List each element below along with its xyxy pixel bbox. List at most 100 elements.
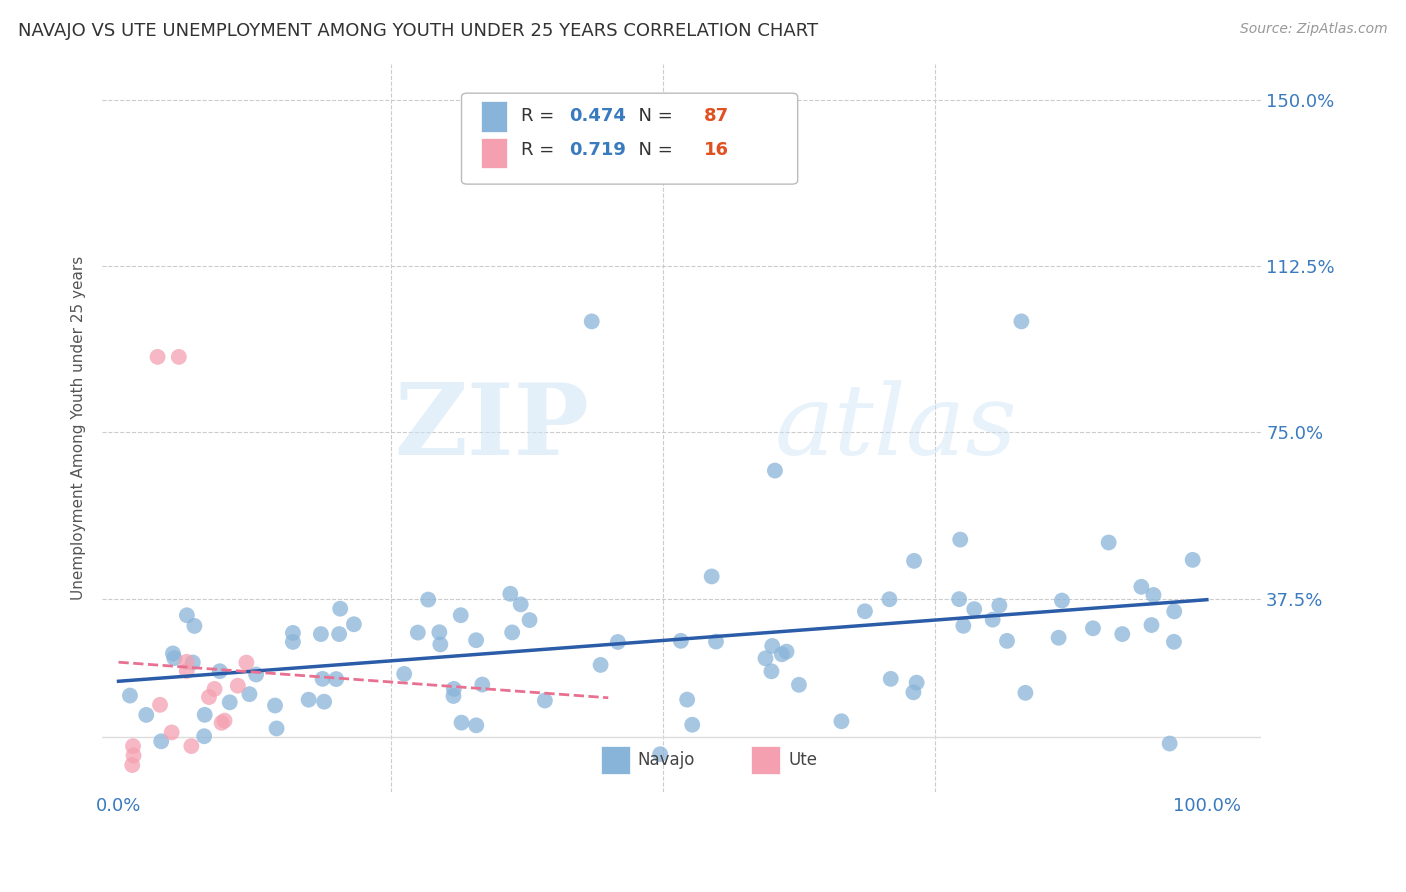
- Point: [122, 739, 145, 753]
- Point: [700, 569, 723, 583]
- Point: [150, 734, 173, 748]
- Point: [264, 698, 287, 713]
- Point: [450, 608, 472, 623]
- Point: [162, 647, 184, 661]
- Point: [1140, 618, 1163, 632]
- Point: [952, 619, 974, 633]
- Point: [343, 617, 366, 632]
- Point: [763, 464, 786, 478]
- Point: [903, 685, 925, 699]
- Point: [180, 739, 202, 753]
- Point: [450, 715, 472, 730]
- Point: [903, 554, 925, 568]
- Point: [770, 648, 793, 662]
- Point: [298, 692, 321, 706]
- Point: [963, 602, 986, 616]
- Point: [149, 698, 172, 712]
- Point: [981, 613, 1004, 627]
- Text: ZIP: ZIP: [394, 379, 589, 476]
- Point: [183, 619, 205, 633]
- Point: [314, 695, 336, 709]
- Text: 0.719: 0.719: [569, 141, 626, 159]
- Text: 0.474: 0.474: [569, 107, 626, 125]
- Point: [418, 592, 440, 607]
- Point: [443, 689, 465, 703]
- Point: [135, 707, 157, 722]
- Point: [181, 656, 204, 670]
- FancyBboxPatch shape: [481, 137, 506, 168]
- Point: [309, 627, 332, 641]
- Point: [406, 625, 429, 640]
- Point: [465, 633, 488, 648]
- Point: [427, 625, 450, 640]
- Point: [443, 681, 465, 696]
- Point: [830, 714, 852, 729]
- Point: [204, 681, 226, 696]
- Point: [471, 677, 494, 691]
- Text: Navajo: Navajo: [638, 751, 695, 769]
- FancyBboxPatch shape: [481, 101, 506, 132]
- Point: [501, 625, 523, 640]
- Point: [534, 693, 557, 707]
- Point: [121, 758, 143, 772]
- Point: [988, 599, 1011, 613]
- Point: [245, 667, 267, 681]
- Point: [853, 604, 876, 618]
- Point: [198, 690, 221, 704]
- Point: [1014, 686, 1036, 700]
- Point: [325, 672, 347, 686]
- Text: Ute: Ute: [789, 751, 817, 769]
- Point: [681, 717, 703, 731]
- FancyBboxPatch shape: [600, 746, 630, 773]
- Point: [499, 587, 522, 601]
- Point: [880, 672, 903, 686]
- Point: [328, 627, 350, 641]
- Point: [122, 748, 145, 763]
- Point: [193, 729, 215, 743]
- Point: [1098, 535, 1121, 549]
- Point: [465, 718, 488, 732]
- Point: [1047, 631, 1070, 645]
- Point: [581, 314, 603, 328]
- Point: [266, 722, 288, 736]
- Point: [1050, 593, 1073, 607]
- Text: 16: 16: [704, 141, 728, 159]
- Point: [281, 635, 304, 649]
- Point: [905, 675, 928, 690]
- Point: [509, 598, 531, 612]
- Text: R =: R =: [520, 107, 560, 125]
- Point: [761, 639, 783, 653]
- Point: [995, 634, 1018, 648]
- Point: [235, 656, 257, 670]
- Point: [1111, 627, 1133, 641]
- Point: [146, 350, 169, 364]
- Point: [704, 634, 727, 648]
- Text: N =: N =: [627, 141, 679, 159]
- Point: [392, 667, 415, 681]
- Point: [176, 608, 198, 623]
- Point: [787, 678, 810, 692]
- Point: [163, 651, 186, 665]
- Point: [218, 695, 240, 709]
- Point: [160, 725, 183, 739]
- FancyBboxPatch shape: [751, 746, 780, 773]
- Point: [311, 672, 333, 686]
- Y-axis label: Unemployment Among Youth under 25 years: Unemployment Among Youth under 25 years: [72, 256, 86, 600]
- FancyBboxPatch shape: [461, 93, 797, 184]
- Point: [754, 651, 776, 665]
- Point: [949, 533, 972, 547]
- Text: N =: N =: [627, 107, 679, 125]
- Point: [761, 665, 783, 679]
- Point: [519, 613, 541, 627]
- Point: [1163, 604, 1185, 618]
- Point: [1142, 588, 1164, 602]
- Point: [879, 592, 901, 607]
- Point: [1163, 635, 1185, 649]
- Point: [676, 692, 699, 706]
- Point: [176, 664, 198, 678]
- Point: [226, 679, 249, 693]
- Point: [214, 714, 236, 728]
- Point: [208, 664, 231, 678]
- Point: [118, 689, 141, 703]
- Point: [606, 635, 628, 649]
